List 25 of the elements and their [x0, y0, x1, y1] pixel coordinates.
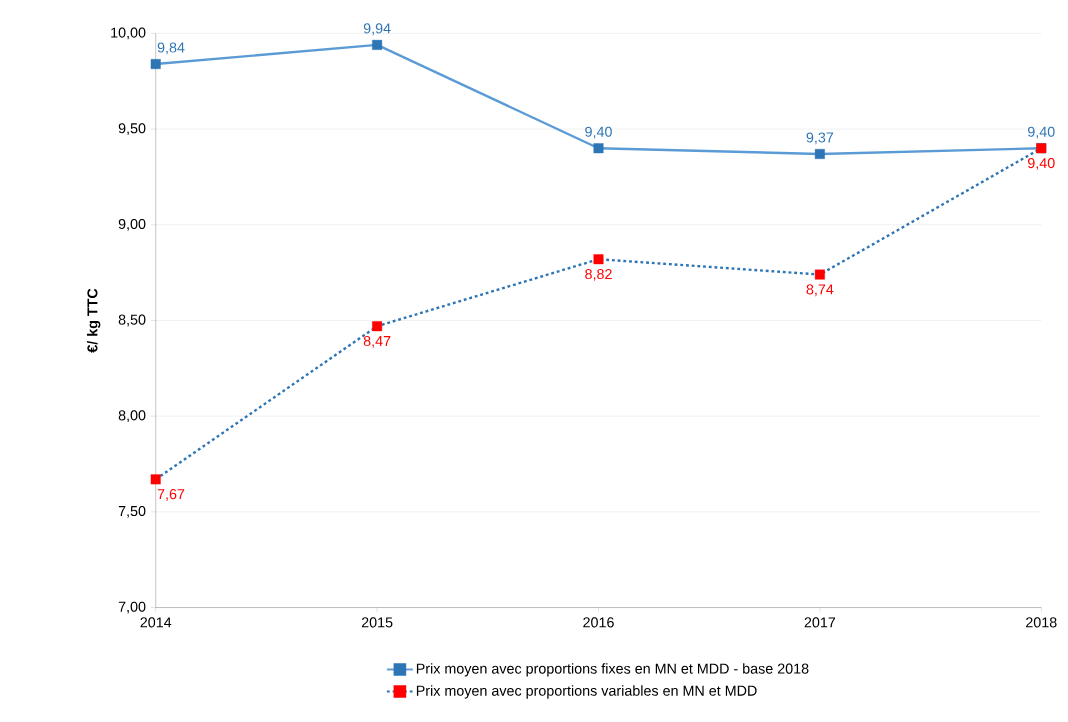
y-tick-label: 8,00: [118, 410, 146, 423]
data-label: 7,67: [157, 488, 185, 501]
data-label: 9,40: [1027, 157, 1055, 170]
y-tick-label: 9,00: [118, 218, 146, 231]
y-axis-title: €/ kg TTC: [86, 288, 101, 353]
y-tick-label: 7,00: [118, 601, 146, 614]
data-label: 9,40: [585, 126, 612, 139]
data-label: 9,94: [363, 23, 391, 36]
x-tick-label: 2014: [140, 617, 172, 628]
x-tick-label: 2017: [804, 617, 836, 628]
x-tick-label: 2016: [583, 617, 614, 628]
legend-label: Prix moyen avec proportions fixes en MN et MDD - base 2018: [416, 663, 809, 677]
y-tick-label: 7,50: [118, 505, 146, 518]
y-tick-label: 9,50: [118, 123, 146, 135]
data-label: 8,47: [363, 335, 391, 348]
data-label: 9,84: [157, 42, 185, 55]
x-tick-label: 2018: [1026, 617, 1057, 628]
y-tick-label: 8,50: [118, 314, 146, 327]
x-tick-label: 2015: [361, 617, 393, 628]
data-label: 8,82: [585, 268, 612, 281]
legend-label: Prix moyen avec proportions variables en MN et MDD: [416, 685, 757, 699]
data-label: 9,40: [1027, 126, 1055, 139]
y-tick-label: 10,00: [111, 27, 146, 40]
data-label: 9,37: [806, 132, 834, 145]
data-label: 8,74: [806, 284, 834, 297]
